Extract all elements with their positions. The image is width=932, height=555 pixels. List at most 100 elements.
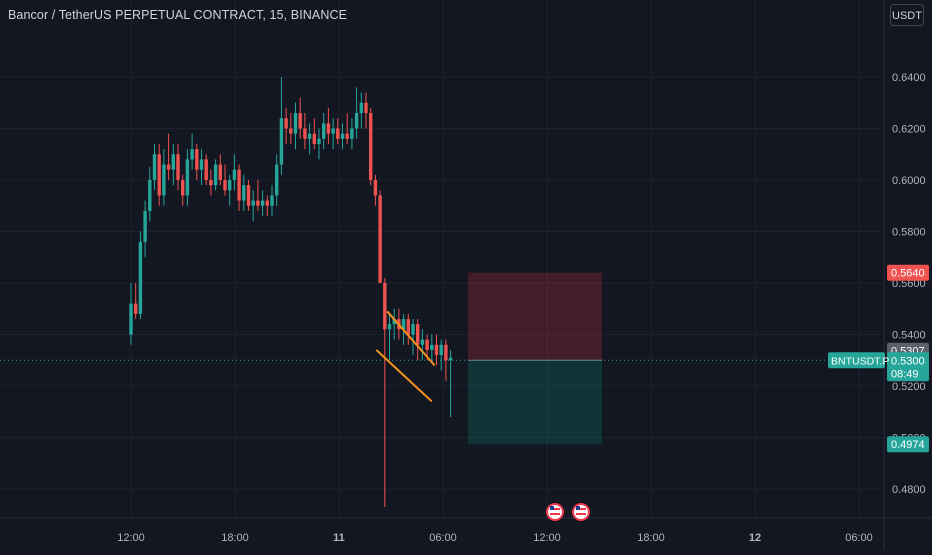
candle-body bbox=[157, 154, 161, 196]
candle-body bbox=[354, 113, 359, 129]
candle-body bbox=[199, 159, 204, 170]
y-tick-label: 0.5800 bbox=[892, 227, 926, 239]
candle-body bbox=[256, 200, 260, 206]
candle-body bbox=[190, 149, 194, 160]
candle-body bbox=[275, 164, 279, 196]
flag-stripe bbox=[576, 513, 586, 515]
candle-body bbox=[289, 128, 293, 134]
x-tick-label: 12:00 bbox=[117, 532, 145, 544]
candle-body bbox=[228, 180, 232, 191]
candle-body bbox=[444, 344, 448, 361]
candle-body bbox=[162, 164, 166, 196]
x-tick-label: 06:00 bbox=[429, 532, 457, 544]
x-tick-label: 06:00 bbox=[845, 532, 873, 544]
y-tick-label: 0.5600 bbox=[892, 278, 926, 290]
target-price-label-bg bbox=[887, 436, 929, 453]
candle-body bbox=[364, 102, 368, 114]
candle-body bbox=[420, 339, 425, 345]
candle-body bbox=[246, 185, 251, 206]
countdown-label: 08:49 bbox=[891, 368, 919, 380]
candle-body bbox=[265, 200, 269, 206]
candle-body bbox=[345, 133, 349, 139]
candle-body bbox=[298, 113, 302, 129]
candle-body bbox=[242, 185, 246, 201]
candle-body bbox=[181, 180, 185, 196]
current-price-bg bbox=[887, 352, 929, 382]
flag-stripe bbox=[576, 508, 586, 510]
y-tick-label: 0.4800 bbox=[892, 484, 926, 496]
candle-body bbox=[411, 324, 415, 335]
candle-body bbox=[448, 357, 453, 361]
target-price-label: 0.4974 bbox=[891, 439, 925, 451]
y-tick-label: 0.6000 bbox=[892, 175, 926, 187]
symbol-tag-bg bbox=[828, 352, 885, 369]
candle-body bbox=[185, 159, 190, 196]
candle-body bbox=[293, 113, 298, 134]
candle-body bbox=[336, 128, 340, 139]
y-tick-label: 0.5200 bbox=[892, 381, 926, 393]
x-tick-label: 18:00 bbox=[221, 532, 249, 544]
candle-body bbox=[322, 123, 326, 139]
candle-body bbox=[218, 164, 222, 180]
flag-stripe bbox=[550, 508, 560, 510]
lower-trendline[interactable] bbox=[375, 349, 433, 403]
candle-body bbox=[129, 303, 133, 335]
candle-body bbox=[138, 241, 143, 314]
candle-body bbox=[209, 180, 213, 186]
candle-body bbox=[434, 344, 439, 356]
target-zone[interactable] bbox=[468, 360, 602, 445]
x-tick-label: 12:00 bbox=[533, 532, 561, 544]
candle-body bbox=[166, 164, 171, 170]
y-tick-label: 0.5400 bbox=[892, 330, 926, 342]
candle-body bbox=[430, 344, 434, 350]
candle-body bbox=[171, 154, 175, 170]
candle-body bbox=[143, 210, 147, 242]
candle-body bbox=[270, 195, 274, 206]
candle-body bbox=[284, 118, 288, 129]
candle-body bbox=[279, 118, 284, 165]
symbol-tag: BNTUSDT.P bbox=[831, 355, 889, 367]
upper-trendline[interactable] bbox=[386, 310, 436, 367]
x-tick-label: 18:00 bbox=[637, 532, 665, 544]
candle-body bbox=[350, 128, 354, 139]
candle-body bbox=[317, 138, 321, 144]
candle-body bbox=[378, 195, 382, 283]
candle-body bbox=[204, 159, 208, 180]
candle-body bbox=[307, 133, 312, 139]
candle-body bbox=[340, 133, 345, 139]
candle-body bbox=[176, 154, 180, 180]
y-tick-label: 0.6400 bbox=[892, 72, 926, 84]
currency-button[interactable]: USDT bbox=[890, 4, 924, 26]
flag-canton bbox=[550, 506, 554, 510]
x-tick-label: 12 bbox=[749, 532, 761, 544]
candle-body bbox=[260, 200, 265, 206]
candle-body bbox=[425, 339, 429, 350]
candle-body bbox=[134, 303, 138, 314]
candle-body bbox=[232, 169, 237, 180]
candle-body bbox=[326, 123, 331, 134]
current-price-label: 0.5300 bbox=[891, 355, 925, 367]
candle-body bbox=[406, 319, 410, 335]
us-flag-event-icon[interactable] bbox=[546, 503, 564, 521]
flag-stripe bbox=[550, 513, 560, 515]
chart-title: Bancor / TetherUS PERPETUAL CONTRACT, 15… bbox=[8, 8, 348, 22]
candle-body bbox=[383, 283, 387, 330]
candle-body bbox=[416, 324, 420, 345]
stop-price-label-bg bbox=[887, 264, 929, 281]
candle-body bbox=[303, 128, 307, 139]
us-flag-event-icon[interactable] bbox=[572, 503, 590, 521]
y-tick-label: 0.6200 bbox=[892, 124, 926, 136]
x-tick-label: 11 bbox=[333, 532, 345, 544]
candle-body bbox=[401, 319, 406, 330]
candle-body bbox=[387, 324, 392, 330]
candle-body bbox=[312, 133, 316, 144]
candle-body bbox=[251, 200, 255, 206]
candle-body bbox=[373, 180, 378, 196]
stop-zone[interactable] bbox=[468, 272, 602, 361]
candle-body bbox=[148, 180, 152, 211]
candle-body bbox=[195, 149, 199, 170]
flag-canton bbox=[576, 506, 580, 510]
candle-body bbox=[223, 180, 227, 191]
